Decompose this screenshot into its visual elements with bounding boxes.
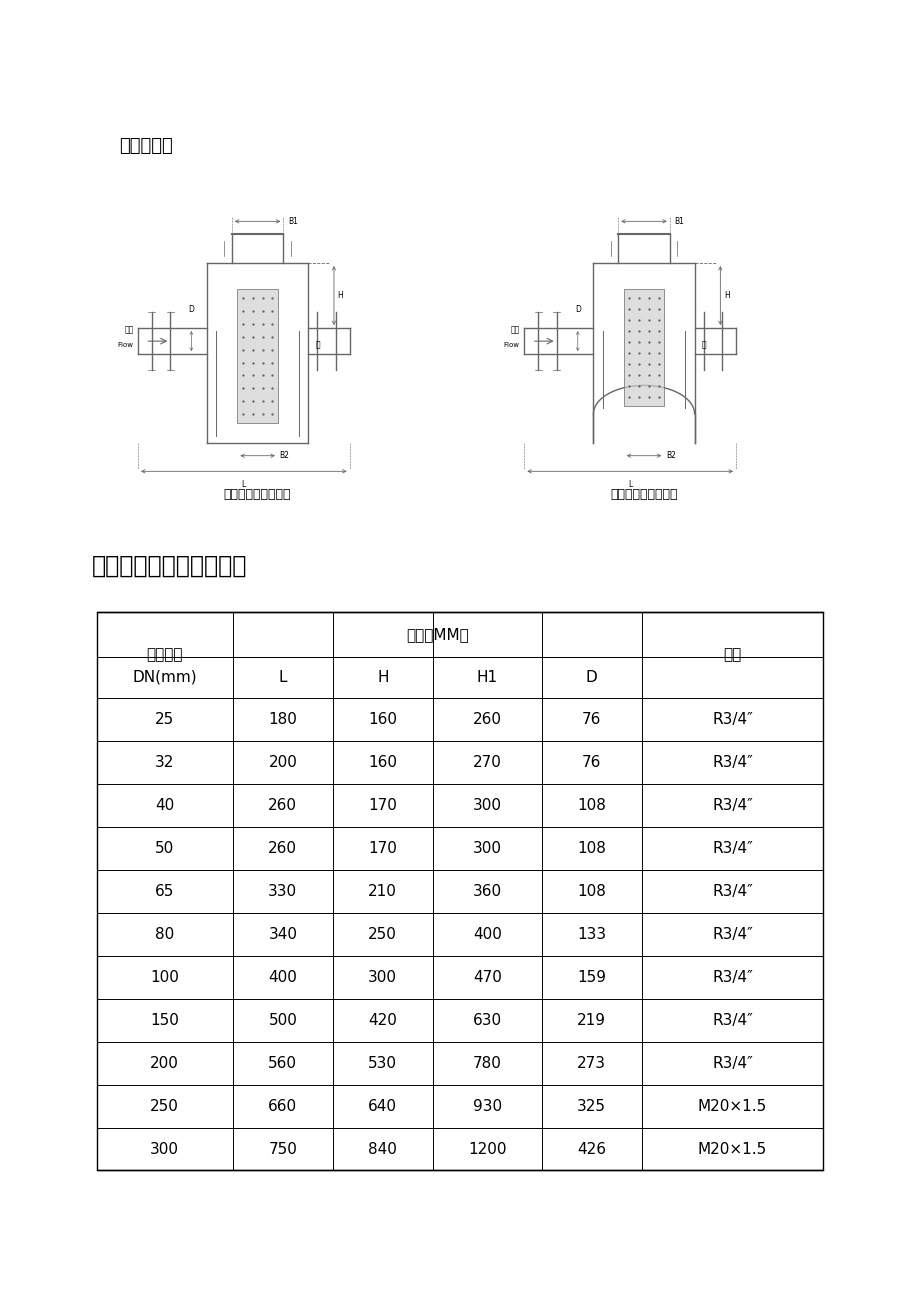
- Text: 80: 80: [155, 927, 175, 941]
- Text: 300: 300: [368, 970, 397, 984]
- Text: 65: 65: [155, 884, 175, 898]
- Text: 170: 170: [368, 841, 397, 855]
- Text: Flow: Flow: [504, 342, 519, 349]
- Text: 420: 420: [368, 1013, 397, 1027]
- Text: 630: 630: [472, 1013, 501, 1027]
- Text: 108: 108: [576, 884, 606, 898]
- Text: 五、直式过滤器安装尺寸: 五、直式过滤器安装尺寸: [92, 553, 247, 577]
- Bar: [237, 289, 278, 423]
- Text: 76: 76: [582, 712, 601, 727]
- Text: 400: 400: [268, 970, 297, 984]
- Text: D: D: [585, 671, 597, 685]
- Text: H1: H1: [476, 671, 497, 685]
- Text: 210: 210: [368, 884, 397, 898]
- Text: 100: 100: [150, 970, 179, 984]
- Text: 76: 76: [582, 755, 601, 769]
- Text: R3/4″: R3/4″: [711, 841, 752, 855]
- Text: L: L: [242, 480, 245, 490]
- Text: 180: 180: [268, 712, 297, 727]
- Text: 500: 500: [268, 1013, 297, 1027]
- Text: 40: 40: [155, 798, 175, 812]
- Text: R3/4″: R3/4″: [711, 1056, 752, 1070]
- Text: L: L: [628, 480, 631, 490]
- Text: 250: 250: [150, 1099, 179, 1113]
- Text: R3/4″: R3/4″: [711, 927, 752, 941]
- Text: 780: 780: [472, 1056, 501, 1070]
- Text: 340: 340: [268, 927, 297, 941]
- Text: 工: 工: [701, 341, 706, 349]
- Text: B2: B2: [279, 452, 289, 460]
- Text: 200: 200: [268, 755, 297, 769]
- Text: Flow: Flow: [118, 342, 133, 349]
- Text: M20×1.5: M20×1.5: [698, 1099, 766, 1113]
- Text: 426: 426: [576, 1142, 606, 1156]
- Text: M20×1.5: M20×1.5: [698, 1142, 766, 1156]
- Text: 159: 159: [576, 970, 606, 984]
- Text: B2: B2: [665, 452, 675, 460]
- Text: 400: 400: [472, 927, 501, 941]
- Text: 260: 260: [268, 841, 297, 855]
- Bar: [96, 612, 823, 1170]
- Text: R3/4″: R3/4″: [711, 970, 752, 984]
- Text: 560: 560: [268, 1056, 297, 1070]
- Text: 160: 160: [368, 712, 397, 727]
- Text: 470: 470: [472, 970, 501, 984]
- Text: D: D: [574, 306, 580, 314]
- Text: 260: 260: [472, 712, 501, 727]
- Text: DN(mm): DN(mm): [132, 671, 197, 685]
- Text: 640: 640: [368, 1099, 397, 1113]
- Text: 300: 300: [472, 798, 501, 812]
- Text: 108: 108: [576, 841, 606, 855]
- Text: 四、结构图: 四、结构图: [119, 137, 173, 155]
- Text: 133: 133: [576, 927, 606, 941]
- Text: 360: 360: [472, 884, 501, 898]
- Text: 工: 工: [315, 341, 320, 349]
- Text: 公称通径: 公称通径: [146, 647, 183, 663]
- Text: 50: 50: [155, 841, 175, 855]
- Text: 流向: 流向: [510, 326, 519, 335]
- Text: 流向: 流向: [124, 326, 133, 335]
- Text: 108: 108: [576, 798, 606, 812]
- Text: L: L: [278, 671, 287, 685]
- Text: D: D: [188, 306, 194, 314]
- Text: R3/4″: R3/4″: [711, 884, 752, 898]
- Text: 25: 25: [155, 712, 175, 727]
- Text: 930: 930: [472, 1099, 501, 1113]
- Text: 260: 260: [268, 798, 297, 812]
- Text: 270: 270: [472, 755, 501, 769]
- Text: 300: 300: [150, 1142, 179, 1156]
- Text: H: H: [723, 292, 729, 299]
- Text: R3/4″: R3/4″: [711, 798, 752, 812]
- Text: R3/4″: R3/4″: [711, 712, 752, 727]
- Text: 直通平底蓝式过滤器: 直通平底蓝式过滤器: [223, 488, 291, 501]
- Text: 管塞: 管塞: [722, 647, 741, 663]
- Bar: [623, 289, 664, 406]
- Text: R3/4″: R3/4″: [711, 1013, 752, 1027]
- Text: 300: 300: [472, 841, 501, 855]
- Text: 170: 170: [368, 798, 397, 812]
- Text: B1: B1: [674, 217, 684, 225]
- Text: 660: 660: [268, 1099, 297, 1113]
- Text: 32: 32: [155, 755, 175, 769]
- Text: B1: B1: [288, 217, 298, 225]
- Text: 直通弧底蓝式过滤器: 直通弧底蓝式过滤器: [609, 488, 677, 501]
- Text: 200: 200: [150, 1056, 179, 1070]
- Text: 219: 219: [576, 1013, 606, 1027]
- Text: H: H: [377, 671, 388, 685]
- Text: 160: 160: [368, 755, 397, 769]
- Text: 273: 273: [576, 1056, 606, 1070]
- Text: 325: 325: [576, 1099, 606, 1113]
- Text: 1200: 1200: [468, 1142, 506, 1156]
- Text: R3/4″: R3/4″: [711, 755, 752, 769]
- Text: H: H: [337, 292, 343, 299]
- Text: 尺寸（MM）: 尺寸（MM）: [405, 628, 468, 642]
- Text: 530: 530: [368, 1056, 397, 1070]
- Text: 330: 330: [268, 884, 297, 898]
- Text: 840: 840: [368, 1142, 397, 1156]
- Text: 750: 750: [268, 1142, 297, 1156]
- Text: 250: 250: [368, 927, 397, 941]
- Text: 150: 150: [150, 1013, 179, 1027]
